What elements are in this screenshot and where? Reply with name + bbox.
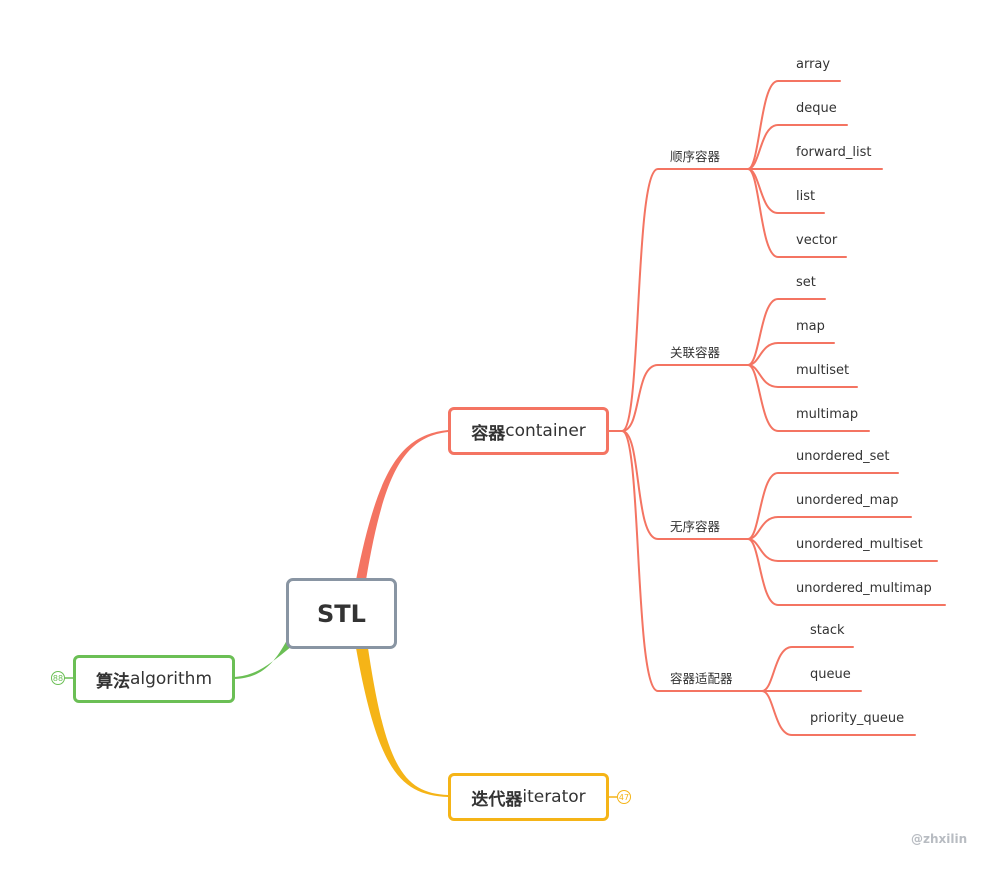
leaf-item[interactable]: unordered_map [796, 493, 899, 508]
connector-leaf-3-0 [761, 646, 854, 692]
container-node[interactable]: 容器 container [448, 407, 609, 455]
algorithm-label-en: algorithm [129, 669, 213, 689]
connector-group-0 [621, 168, 749, 432]
leaf-item[interactable]: multimap [796, 407, 859, 422]
leaf-item[interactable]: vector [796, 233, 838, 248]
branch-root-to-container [356, 430, 448, 580]
iterator-node[interactable]: 迭代器 iterator [448, 773, 609, 821]
leaf-item[interactable]: priority_queue [810, 711, 905, 726]
watermark: @zhxilin [911, 832, 968, 846]
connector-group-3 [621, 430, 763, 692]
leaf-item[interactable]: set [796, 275, 816, 290]
branch-root-to-algorithm [234, 640, 292, 679]
container-label-cn: 容器 [471, 423, 506, 444]
leaf-item[interactable]: queue [810, 667, 851, 682]
connector-leaf-3-2 [761, 690, 916, 736]
connector-leaf-0-0 [747, 80, 841, 170]
root-label: STL [317, 599, 366, 628]
group-label-sequence[interactable]: 顺序容器 [670, 149, 721, 164]
connector-group-1 [621, 364, 749, 432]
connector-leaf-1-3 [747, 364, 870, 432]
connector-leaf-0-4 [747, 168, 847, 258]
leaf-item[interactable]: array [796, 57, 831, 72]
connector-leaf-2-0 [747, 472, 899, 540]
group-label-associative[interactable]: 关联容器 [670, 345, 721, 360]
algorithm-collapsed-count-badge[interactable]: 88 [51, 671, 65, 685]
leaf-item[interactable]: forward_list [796, 145, 872, 160]
algorithm-node[interactable]: 算法 algorithm [73, 655, 235, 703]
leaf-item[interactable]: multiset [796, 363, 850, 378]
leaf-item[interactable]: deque [796, 101, 837, 116]
leaf-item[interactable]: stack [810, 623, 845, 638]
leaf-item[interactable]: unordered_multiset [796, 537, 923, 552]
iterator-label-en: iterator [522, 787, 586, 807]
algorithm-label-cn: 算法 [95, 671, 130, 692]
leaf-item[interactable]: unordered_set [796, 449, 890, 464]
iterator-collapsed-count-badge[interactable]: 47 [617, 790, 631, 804]
connector-leaf-1-0 [747, 298, 826, 366]
branch-root-to-iterator [356, 648, 448, 797]
connector-leaf-2-1 [747, 516, 912, 540]
leaf-item[interactable]: map [796, 319, 825, 334]
group-label-adaptor[interactable]: 容器适配器 [670, 671, 733, 686]
container-label-en: container [505, 421, 586, 441]
connector-leaf-1-1 [747, 342, 835, 366]
group-label-unordered[interactable]: 无序容器 [670, 519, 721, 534]
leaf-item[interactable]: list [796, 189, 816, 204]
iterator-label-cn: 迭代器 [471, 789, 523, 810]
connector-leaf-0-1 [747, 124, 848, 170]
connector-leaf-2-3 [747, 538, 946, 606]
leaf-item[interactable]: unordered_multimap [796, 581, 932, 596]
root-node-stl[interactable]: STL [286, 578, 397, 649]
connector-group-2 [621, 430, 749, 540]
